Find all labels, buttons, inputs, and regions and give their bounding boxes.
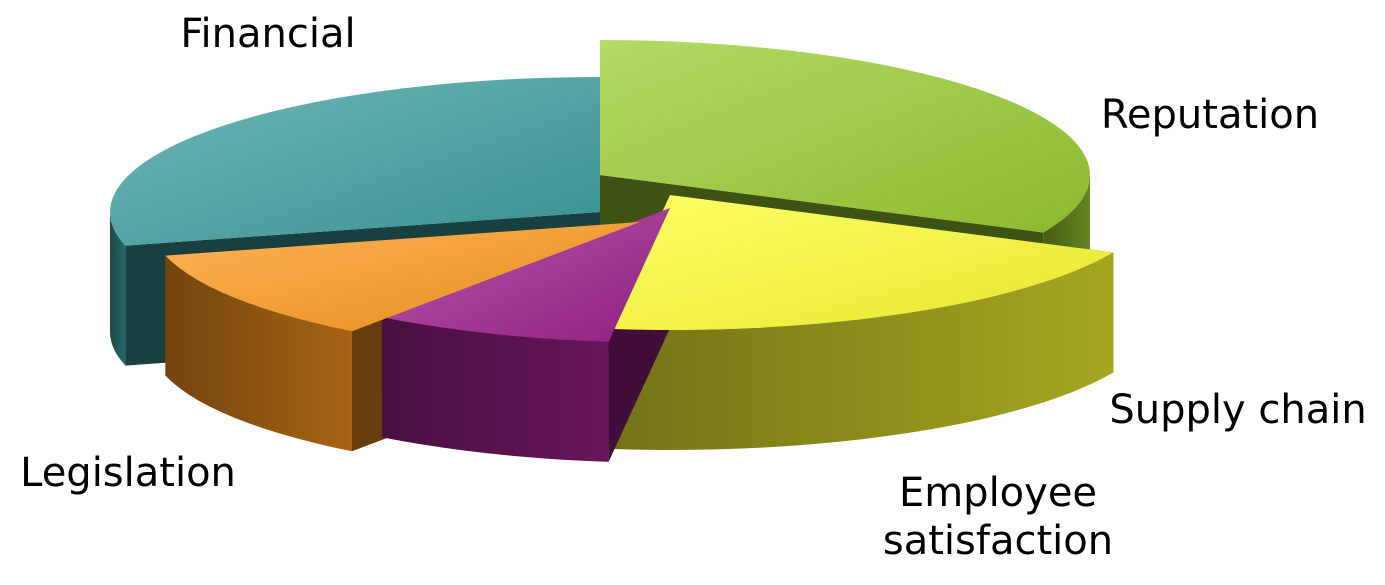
slice-label-financial: Financial [180,11,355,57]
slice-tops [110,40,1114,342]
slice-employee-satisfaction [165,222,640,332]
slice-financial [600,40,1090,233]
slice-label-employee-satisfaction: Employee satisfaction [883,470,1113,564]
slice-side [382,317,609,462]
slice-reputation [608,195,1114,330]
slice-side [165,255,352,452]
slice-label-legislation: Legislation [20,450,236,496]
slice-side [110,212,126,366]
slice-label-reputation: Reputation [1101,92,1319,138]
slice-legislation [110,77,600,246]
slice-side [608,252,1114,450]
slice-supply-chain [382,208,670,342]
slice-label-supply-chain: Supply chain [1109,387,1366,433]
slice-labels: Financial Reputation Supply chain Employee s… [20,11,1367,564]
